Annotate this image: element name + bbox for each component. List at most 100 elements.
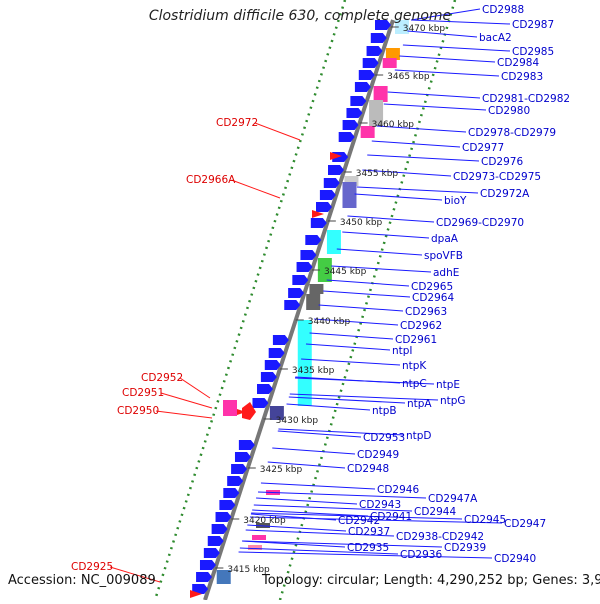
gene-label[interactable]: CD2962 [400,320,442,332]
gene-label[interactable]: CD2985 [512,46,554,58]
gene-feature-arrow[interactable] [350,96,367,106]
gene-feature-box[interactable] [269,406,284,420]
gene-label[interactable]: CD2972A [480,188,530,200]
gene-label[interactable]: ntpI [392,345,413,357]
gene-feature-arrow[interactable] [252,398,269,408]
gene-feature-box[interactable] [297,320,312,406]
gene-feature-arrow[interactable] [192,584,209,594]
gene-feature-arrow[interactable] [207,536,224,546]
gene-label[interactable]: CD2940 [494,553,536,565]
gene-feature-box[interactable] [344,176,359,186]
gene-label[interactable]: CD2939 [444,542,486,554]
gene-feature-bar[interactable] [252,535,266,540]
gene-label[interactable]: CD2988 [482,4,524,16]
gene-label[interactable]: CD2942 [338,515,380,527]
gene-feature-arrow[interactable] [196,572,213,582]
gene-feature-arrow[interactable] [300,250,317,260]
gene-label[interactable]: CD2978-CD2979 [468,127,556,139]
gene-label[interactable]: ntpA [407,398,432,410]
gene-feature-arrow[interactable] [323,178,340,188]
gene-feature-box[interactable] [360,126,375,138]
gene-feature-arrow[interactable] [354,82,371,92]
gene-label[interactable]: CD2981-CD2982 [482,93,570,105]
gene-feature-arrow[interactable] [257,384,274,394]
gene-feature-box[interactable] [306,294,321,310]
gene-feature-arrow[interactable] [358,70,375,80]
gene-label[interactable]: bacA2 [479,32,512,44]
gene-feature-box[interactable] [309,284,324,294]
gene-feature-arrow[interactable] [296,262,313,272]
gene-feature-arrow[interactable] [346,108,363,118]
gene-label[interactable]: ntpB [372,405,397,417]
gene-label[interactable]: CD2945 [464,514,506,526]
gene-label[interactable]: CD2944 [414,506,456,518]
gene-feature-box[interactable] [342,182,357,208]
gene-label-red[interactable]: CD2966A [186,174,236,186]
gene-feature-box[interactable] [373,86,388,102]
gene-feature-bar[interactable] [248,545,262,550]
gene-label-red[interactable]: CD2972 [216,117,258,129]
gene-feature-box[interactable] [385,48,400,60]
gene-label[interactable]: spoVFB [424,250,463,262]
gene-label[interactable]: CD2973-CD2975 [453,171,541,183]
gene-feature-arrow[interactable] [215,512,232,522]
gene-feature-box[interactable] [395,20,409,34]
gene-label[interactable]: CD2963 [405,306,447,318]
gene-label[interactable]: CD2984 [497,57,539,69]
gene-label[interactable]: dpaA [431,233,459,245]
gene-label[interactable]: ntpK [402,360,427,372]
gene-label-red[interactable]: CD2950 [117,405,159,417]
gene-label[interactable]: CD2969-CD2970 [436,217,524,229]
gene-feature-arrow[interactable] [238,440,255,450]
gene-feature-red[interactable] [312,210,324,218]
gene-label[interactable]: bioY [444,195,467,207]
gene-label[interactable]: CD2987 [512,19,554,31]
gene-label[interactable]: CD2947 [504,518,546,530]
gene-feature-arrow[interactable] [366,46,383,56]
gene-feature-arrow[interactable] [272,335,289,345]
gene-feature-arrow[interactable] [305,235,322,245]
gene-label[interactable]: ntpD [406,430,432,442]
gene-feature-arrow[interactable] [223,488,240,498]
gene-label[interactable]: CD2948 [347,463,389,475]
gene-feature-red[interactable] [190,590,202,598]
gene-feature-red[interactable] [330,152,342,160]
gene-feature-arrow[interactable] [342,120,359,130]
gene-label[interactable]: CD2977 [462,142,504,154]
gene-label[interactable]: CD2964 [412,292,454,304]
gene-feature-arrow[interactable] [234,452,251,462]
gene-feature-box[interactable] [223,400,237,416]
gene-feature-box[interactable] [326,230,341,254]
gene-feature-arrow[interactable] [219,500,236,510]
gene-feature-arrow[interactable] [227,476,244,486]
gene-label[interactable]: CD2949 [357,449,399,461]
gene-feature-arrow[interactable] [362,58,379,68]
gene-label[interactable]: CD2935 [347,542,389,554]
gene-feature-arrow[interactable] [292,275,309,285]
gene-label[interactable]: CD2941 [370,511,412,523]
gene-feature-arrow[interactable] [338,132,355,142]
gene-label[interactable]: CD2937 [348,526,390,538]
gene-label[interactable]: CD2938-CD2942 [396,531,484,543]
gene-feature-red[interactable] [242,402,256,420]
gene-feature-arrow[interactable] [375,20,391,30]
gene-feature-arrow[interactable] [316,202,333,212]
gene-feature-arrow[interactable] [284,300,301,310]
gene-label[interactable]: CD2965 [411,281,453,293]
gene-label[interactable]: CD2946 [377,484,419,496]
gene-label[interactable]: adhE [433,267,459,279]
gene-feature-box[interactable] [369,100,384,126]
gene-label-red[interactable]: CD2925 [71,561,113,573]
gene-feature-arrow[interactable] [268,348,285,358]
gene-feature-arrow[interactable] [328,165,344,175]
gene-feature-box[interactable] [382,58,397,68]
gene-feature-arrow[interactable] [211,524,228,534]
gene-label[interactable]: CD2953 [363,432,405,444]
gene-label[interactable]: CD2943 [359,499,401,511]
gene-label[interactable]: CD2983 [501,71,543,83]
gene-feature-arrow[interactable] [203,548,220,558]
gene-label-red[interactable]: CD2951 [122,387,164,399]
gene-feature-arrow[interactable] [370,33,387,43]
gene-feature-arrow[interactable] [199,560,216,570]
